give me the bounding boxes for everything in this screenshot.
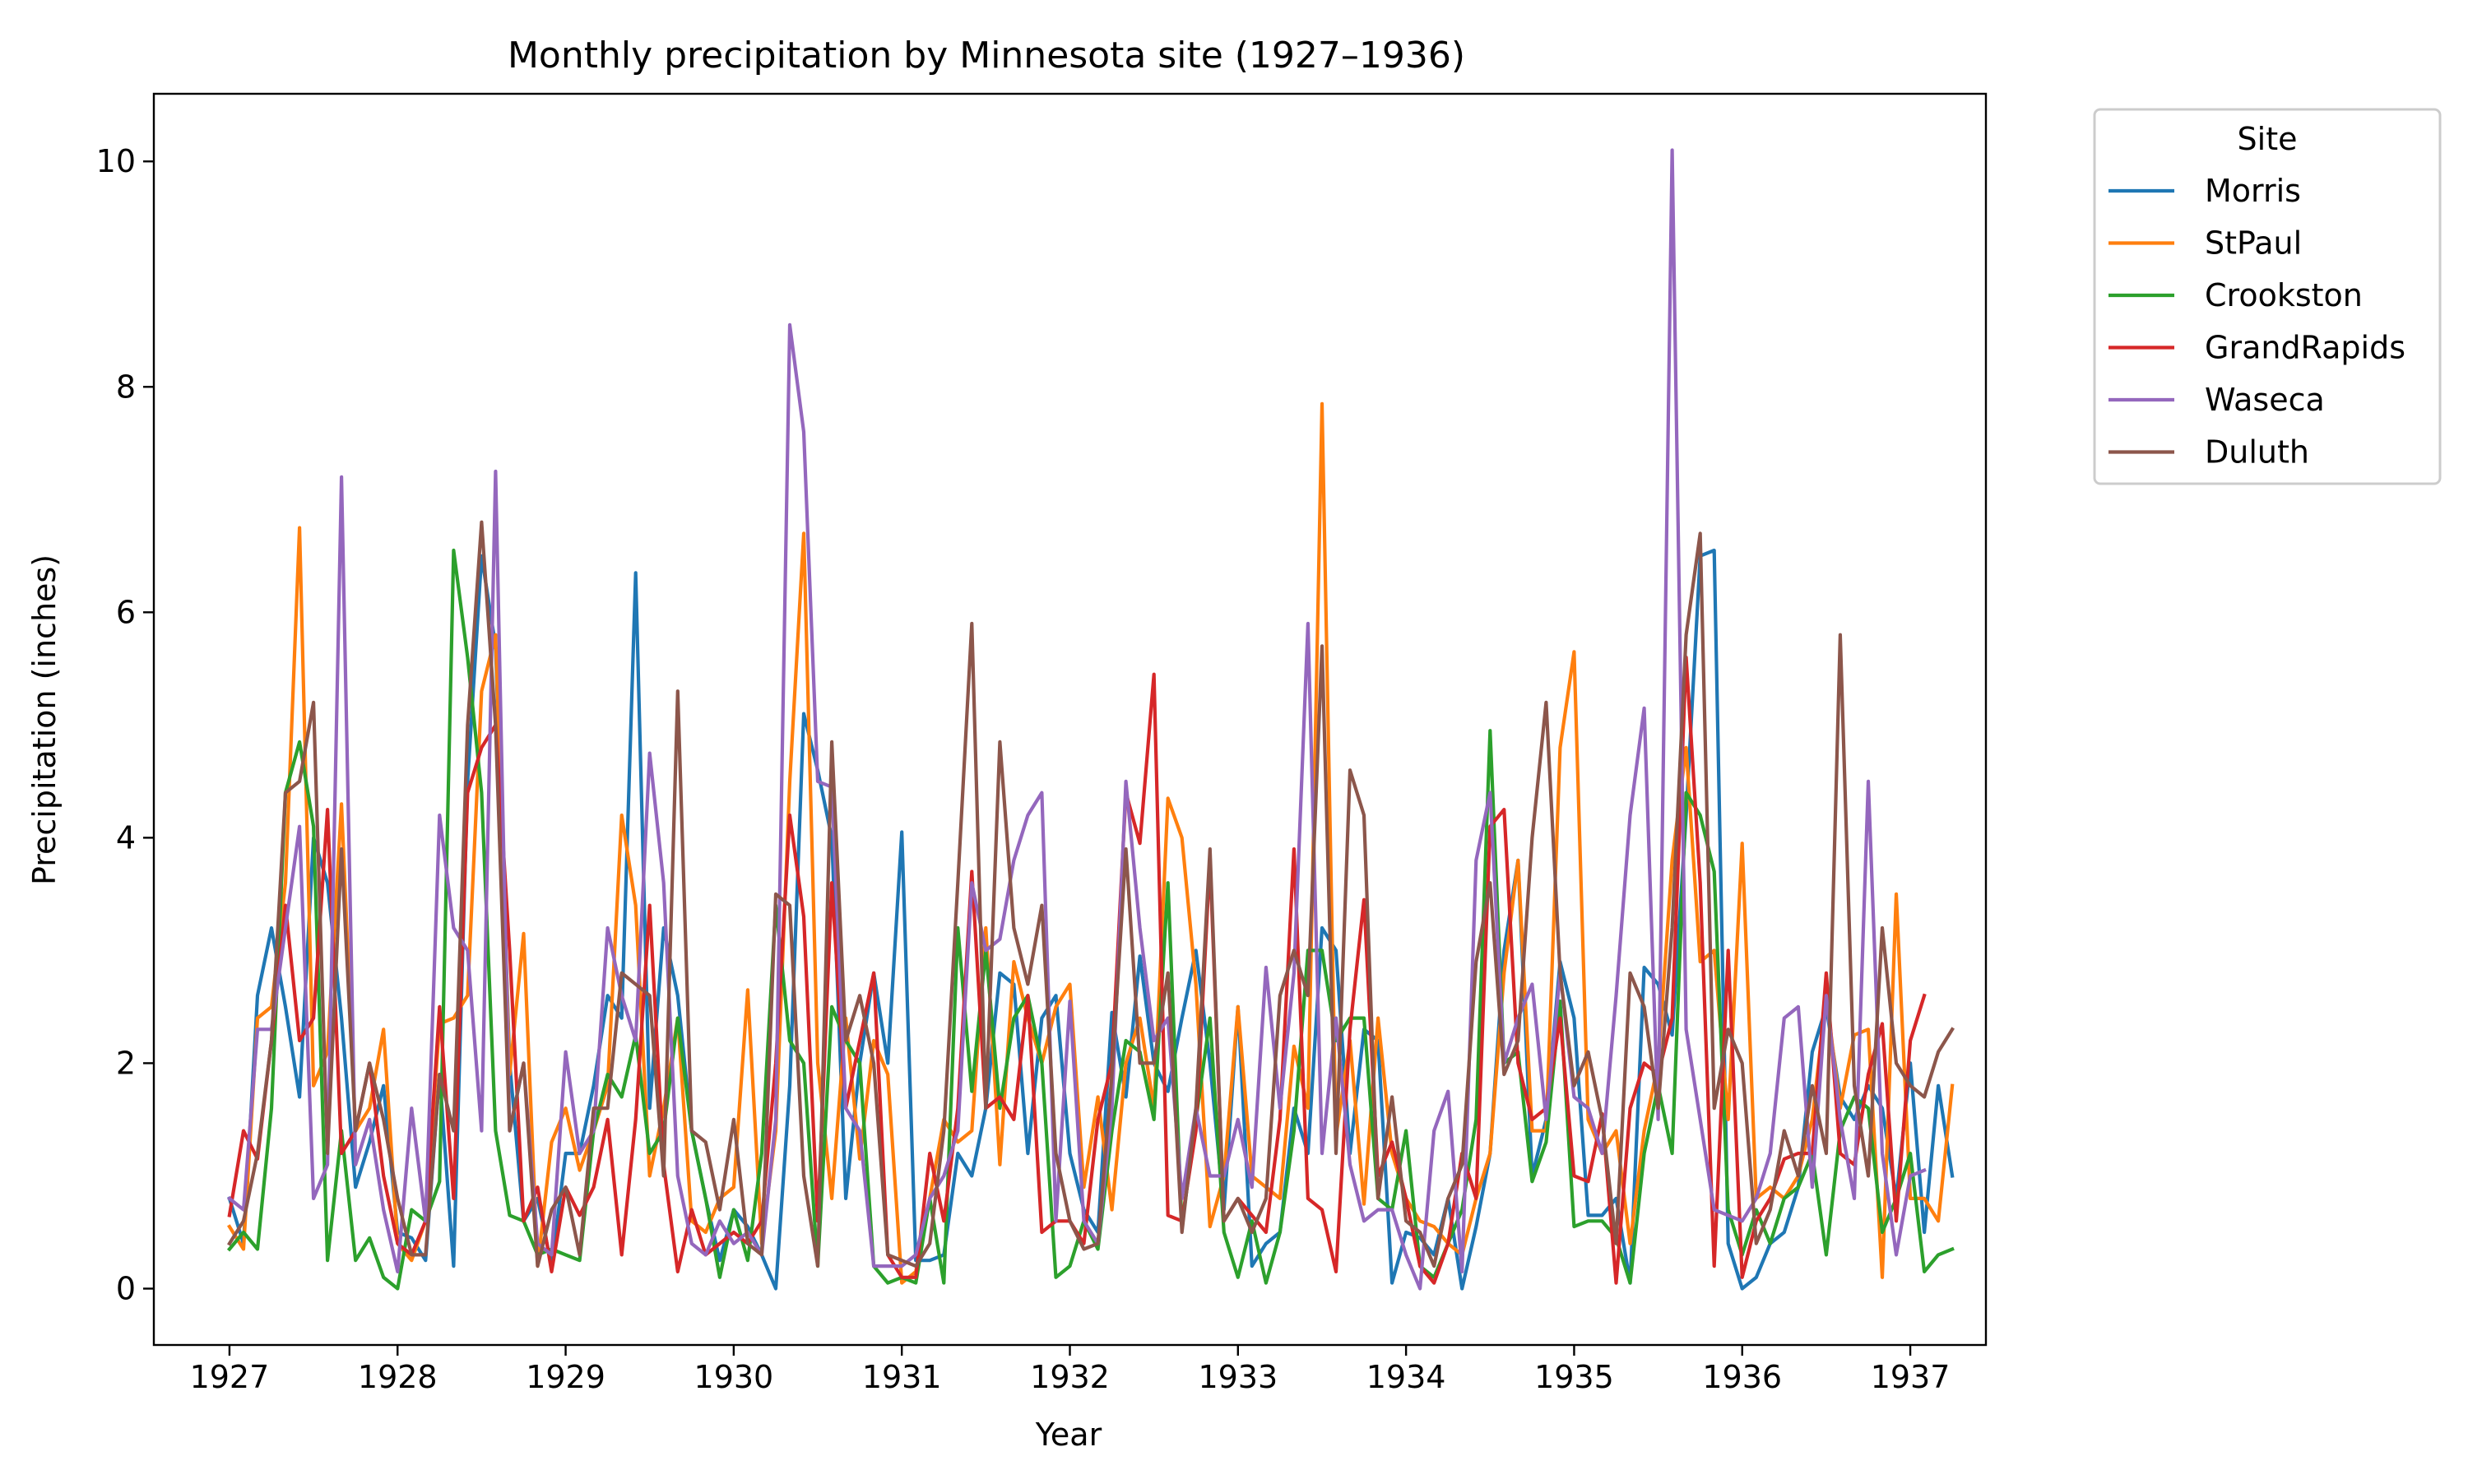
legend: Site Morris StPaul Crookston GrandRapids Was… [2093,108,2442,485]
legend-title: Site [2238,121,2298,157]
x-tick-label: 1931 [862,1359,942,1395]
x-tick-label: 1936 [1702,1359,1782,1395]
legend-label-crookston: Crookston [2205,277,2363,313]
legend-label-stpaul: StPaul [2205,225,2302,262]
plot-area [226,148,1955,1291]
y-tick-label: 4 [116,819,136,856]
x-tick-label: 1935 [1534,1359,1614,1395]
y-tick-label: 10 [96,143,136,179]
x-tick-label: 1928 [358,1359,438,1395]
y-tick-label: 6 [116,594,136,630]
legend-label-waseca: Waseca [2205,382,2325,418]
x-tick-label: 1932 [1030,1359,1110,1395]
x-tick-label: 1934 [1366,1359,1446,1395]
chart-title: Monthly precipitation by Minnesota site … [508,35,1465,77]
y-tick-label: 8 [116,369,136,405]
y-tick-label: 2 [116,1045,136,1081]
x-tick-label: 1937 [1871,1359,1951,1395]
legend-label-duluth: Duluth [2205,434,2309,471]
series-line-duluth [227,520,1955,1268]
legend-label-grandrapids: GrandRapids [2205,330,2405,366]
y-tick-label: 0 [116,1270,136,1306]
axes: 1927 1928 1929 1930 1931 1932 1933 1934 1935 1936… [96,92,1988,1395]
legend-frame [2093,108,2442,485]
x-tick-label: 1930 [694,1359,774,1395]
x-tick-label: 1927 [190,1359,270,1395]
y-axis-label: Precipitation (inches) [26,554,63,885]
x-tick-label: 1933 [1198,1359,1278,1395]
series-line-stpaul [227,401,1955,1285]
legend-label-morris: Morris [2205,173,2301,209]
x-axis-label: Year [1035,1417,1102,1453]
x-tick-label: 1929 [526,1359,605,1395]
